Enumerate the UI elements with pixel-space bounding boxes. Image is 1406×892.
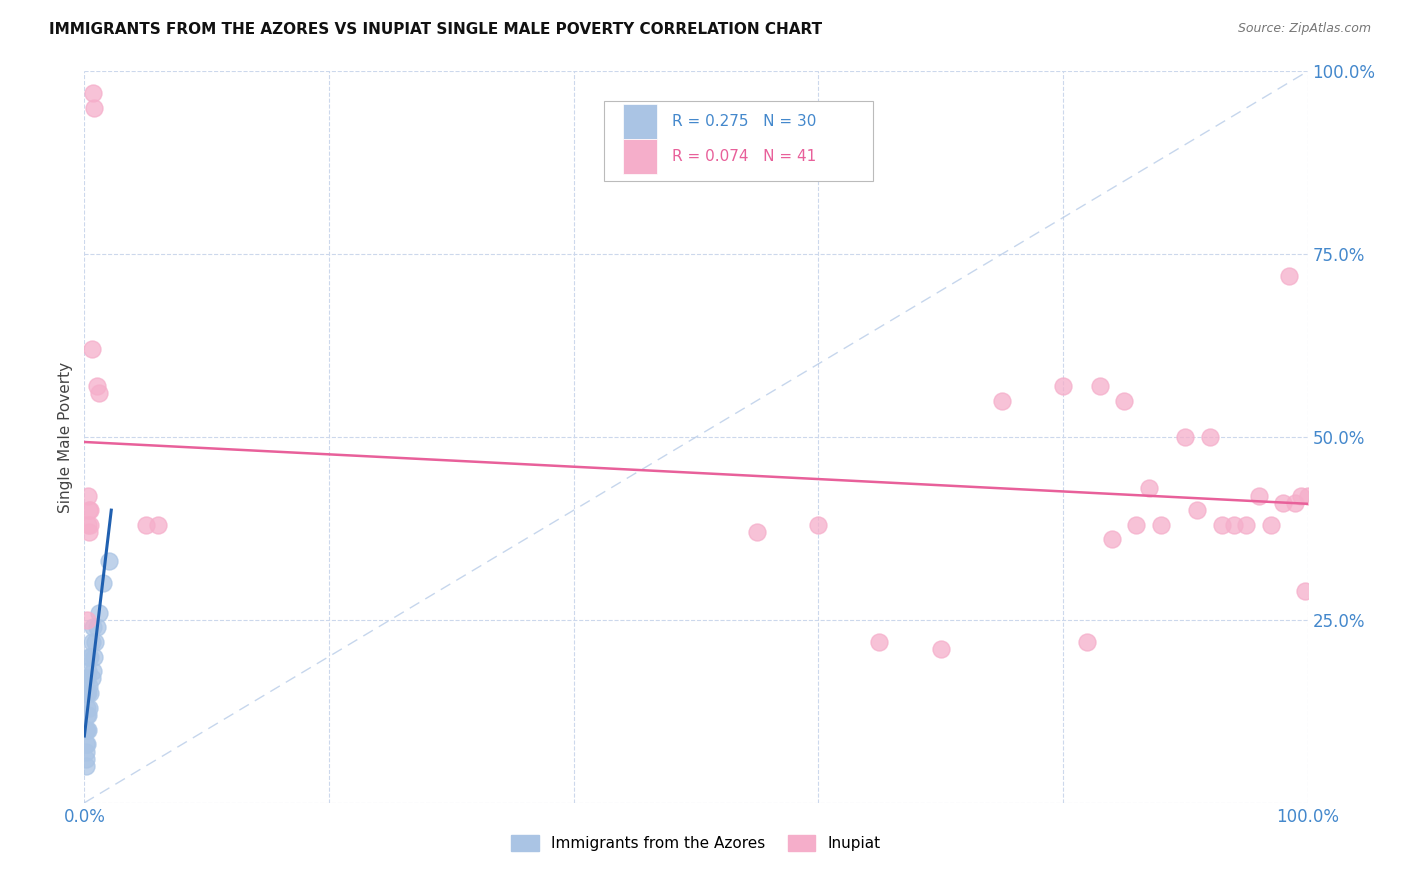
Point — [76, 613, 98, 627]
Point — [1125, 517, 1147, 532]
Point — [77, 708, 100, 723]
Point — [77, 723, 100, 737]
Point — [83, 649, 105, 664]
Point — [146, 517, 169, 532]
Point — [76, 737, 98, 751]
Text: R = 0.074   N = 41: R = 0.074 N = 41 — [672, 150, 815, 164]
Point — [1294, 583, 1316, 598]
Point — [76, 708, 98, 723]
Point — [86, 379, 108, 393]
Bar — [623, 104, 657, 139]
Point — [97, 554, 120, 568]
Point — [1278, 269, 1301, 284]
Point — [80, 672, 103, 686]
Point — [76, 700, 98, 714]
Point — [1236, 517, 1258, 532]
Point — [1137, 481, 1160, 495]
Point — [1198, 430, 1220, 444]
Point — [1247, 489, 1270, 503]
Text: Source: ZipAtlas.com: Source: ZipAtlas.com — [1237, 22, 1371, 36]
Point — [75, 745, 97, 759]
Point — [991, 393, 1014, 408]
Point — [77, 700, 100, 714]
Point — [82, 664, 104, 678]
Point — [1211, 517, 1233, 532]
Point — [135, 517, 157, 532]
Text: R = 0.275   N = 30: R = 0.275 N = 30 — [672, 114, 815, 129]
Point — [869, 635, 891, 649]
Point — [77, 525, 100, 540]
Point — [86, 620, 108, 634]
Point — [87, 386, 110, 401]
Point — [91, 576, 114, 591]
Point — [75, 759, 97, 773]
Point — [83, 101, 105, 115]
Bar — [623, 139, 657, 175]
Point — [79, 517, 101, 532]
Point — [1114, 393, 1136, 408]
Point — [1076, 635, 1098, 649]
Point — [77, 664, 100, 678]
Point — [77, 489, 100, 503]
Point — [1223, 517, 1246, 532]
Y-axis label: Single Male Poverty: Single Male Poverty — [58, 361, 73, 513]
Legend: Immigrants from the Azores, Inupiat: Immigrants from the Azores, Inupiat — [505, 830, 887, 857]
Point — [79, 686, 101, 700]
Point — [1296, 489, 1319, 503]
Point — [77, 649, 100, 664]
Point — [80, 635, 103, 649]
Point — [929, 642, 952, 657]
Point — [1272, 496, 1295, 510]
Point — [807, 517, 830, 532]
Point — [87, 606, 110, 620]
Point — [1174, 430, 1197, 444]
Point — [84, 635, 107, 649]
Point — [1187, 503, 1209, 517]
Point — [75, 752, 97, 766]
Point — [75, 723, 97, 737]
Text: IMMIGRANTS FROM THE AZORES VS INUPIAT SINGLE MALE POVERTY CORRELATION CHART: IMMIGRANTS FROM THE AZORES VS INUPIAT SI… — [49, 22, 823, 37]
Point — [75, 737, 97, 751]
Point — [1291, 489, 1313, 503]
Point — [80, 343, 103, 357]
Point — [77, 686, 100, 700]
Point — [1260, 517, 1282, 532]
Point — [747, 525, 769, 540]
Point — [1101, 533, 1123, 547]
Point — [79, 503, 101, 517]
Point — [79, 649, 101, 664]
Point — [1284, 496, 1306, 510]
Point — [1150, 517, 1173, 532]
Point — [82, 620, 104, 634]
Point — [1088, 379, 1111, 393]
Point — [77, 517, 100, 532]
Point — [82, 87, 104, 101]
Point — [76, 672, 98, 686]
Point — [76, 686, 98, 700]
Point — [76, 723, 98, 737]
FancyBboxPatch shape — [605, 101, 873, 181]
Point — [77, 679, 100, 693]
Point — [1052, 379, 1074, 393]
Point — [77, 503, 100, 517]
